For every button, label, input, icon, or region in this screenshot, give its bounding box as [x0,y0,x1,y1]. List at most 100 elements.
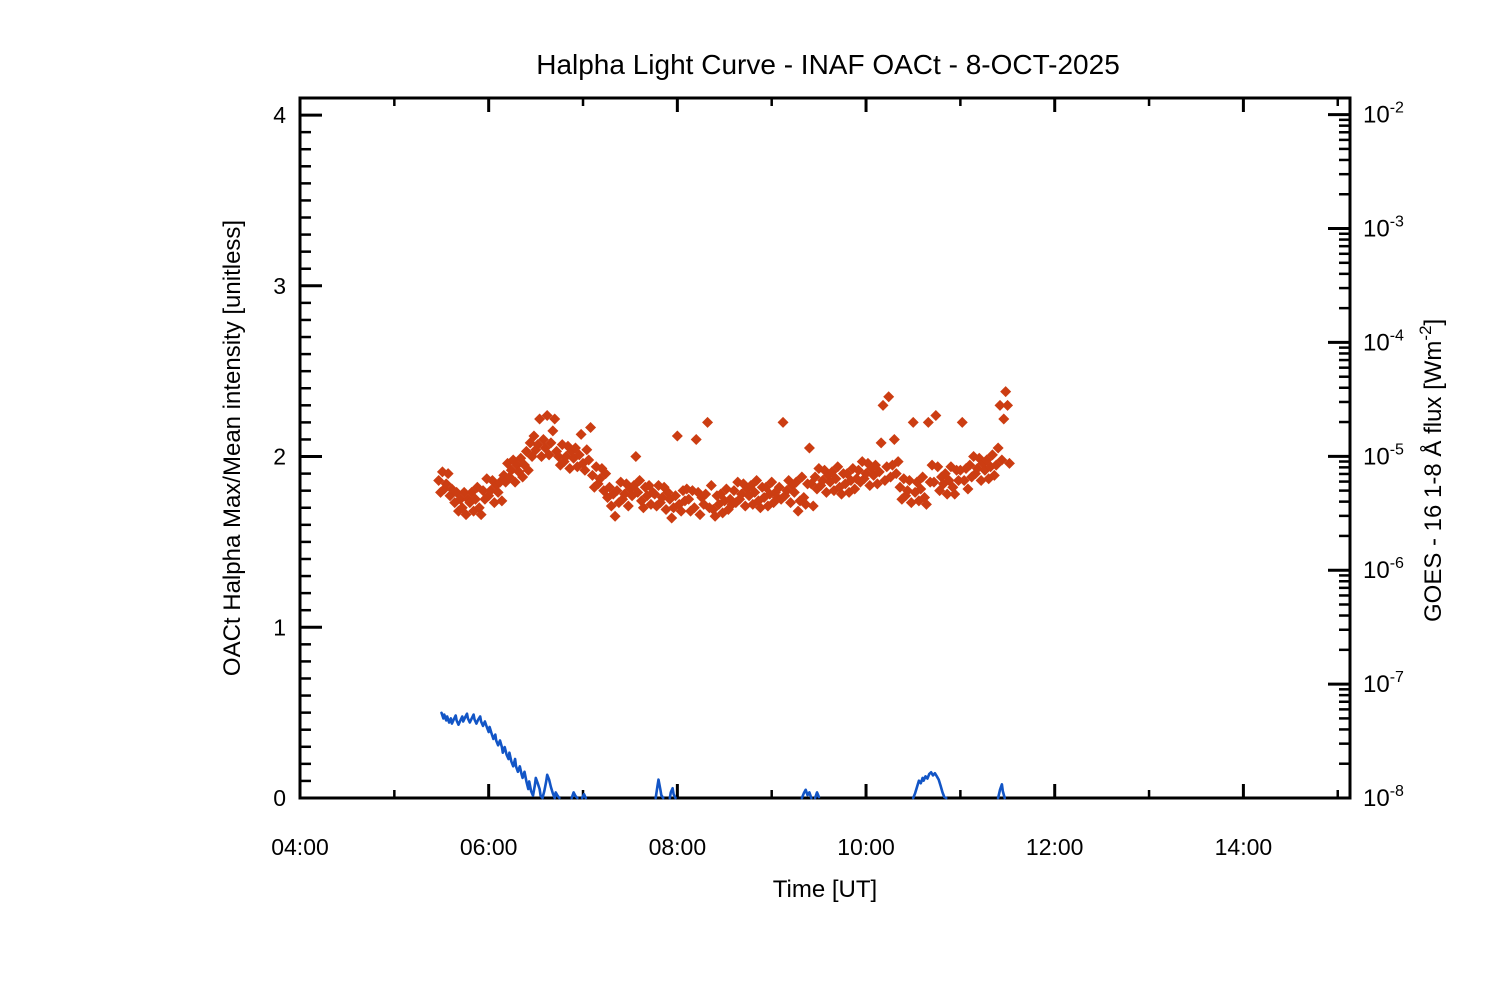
y-right-tick-label: 10-2 [1363,100,1404,129]
halpha-point [903,474,915,486]
halpha-point [585,422,597,434]
halpha-point [547,425,559,437]
halpha-point [720,483,732,495]
halpha-point [583,454,595,466]
x-tick-label: 04:00 [271,834,329,860]
x-tick-label: 08:00 [649,834,707,860]
halpha-point [949,488,961,500]
halpha-point [930,410,942,422]
halpha-point [917,471,929,483]
halpha-point [920,498,932,510]
halpha-point [766,476,778,488]
y-right-tick-label: 10-8 [1363,783,1404,812]
halpha-point [528,430,540,442]
y-right-tick-label: 10-3 [1363,214,1404,243]
halpha-point [873,466,885,478]
halpha-point [475,509,487,521]
halpha-point [702,416,714,428]
halpha-point [1000,386,1012,398]
goes-flux-line [570,791,579,800]
halpha-point [690,433,702,445]
halpha-point [509,476,521,488]
y-right-tick-label: 10-5 [1363,441,1404,470]
halpha-point [832,461,844,473]
halpha-point [998,413,1010,425]
halpha-point [573,449,585,461]
y-left-tick-label: 0 [273,785,286,811]
halpha-point [905,497,917,509]
halpha-point [788,486,800,498]
halpha-point [705,480,717,492]
halpha-point [820,486,832,498]
halpha-point [709,510,721,522]
halpha-point [992,442,1004,454]
halpha-point [694,509,706,521]
halpha-point [666,512,678,524]
plot-frame [298,96,1352,800]
halpha-point [581,444,593,456]
halpha-point [975,474,987,486]
halpha-point [941,488,953,500]
halpha-point [751,474,763,486]
halpha-point [928,476,940,488]
halpha-point [754,502,766,514]
goes-flux-line [654,778,665,800]
halpha-point [877,399,889,411]
halpha-point [892,456,904,468]
halpha-point [883,391,895,403]
halpha-point [634,474,646,486]
halpha-point [952,474,964,486]
x-axis-title: Time [UT] [773,876,877,903]
halpha-point [488,497,500,509]
y-right-tick-label: 10-7 [1363,669,1404,698]
halpha-point [907,416,919,428]
y-left-tick-label: 3 [273,273,286,299]
goes-flux-line [668,786,677,800]
halpha-point [609,510,621,522]
x-tick-label: 06:00 [460,834,518,860]
data-layer [433,386,1015,800]
halpha-point [803,442,815,454]
goes-flux-line [440,711,561,800]
goes-flux-line [800,788,813,800]
halpha-point [517,471,529,483]
halpha-point [785,497,797,509]
halpha-point [956,416,968,428]
halpha-point [796,471,808,483]
x-tick-label: 10:00 [837,834,895,860]
halpha-point [460,509,472,521]
halpha-point [545,437,557,449]
halpha-point [660,503,672,515]
halpha-point [700,488,712,500]
halpha-point [442,468,454,480]
y-left-tick-label: 1 [273,614,286,640]
halpha-point [986,449,998,461]
halpha-point [902,485,914,497]
goes-flux-line [911,770,948,800]
goes-flux-line [813,791,821,800]
halpha-point [536,451,548,463]
halpha-point [630,451,642,463]
halpha-point [800,498,812,510]
halpha-point [600,468,612,480]
halpha-point [675,505,687,517]
halpha-point [496,495,508,507]
halpha-point [492,486,504,498]
halpha-point [564,462,576,474]
halpha-point [671,430,683,442]
halpha-point [549,413,561,425]
halpha-point [915,483,927,495]
halpha-point [994,399,1006,411]
x-tick-label: 12:00 [1026,834,1084,860]
y-left-tick-label: 4 [273,102,286,128]
halpha-point [739,500,751,512]
halpha-point [579,464,591,476]
halpha-point [962,483,974,495]
halpha-point [469,493,481,505]
halpha-point [632,486,644,498]
halpha-point [622,500,634,512]
y-right-tick-label: 10-6 [1363,555,1404,584]
